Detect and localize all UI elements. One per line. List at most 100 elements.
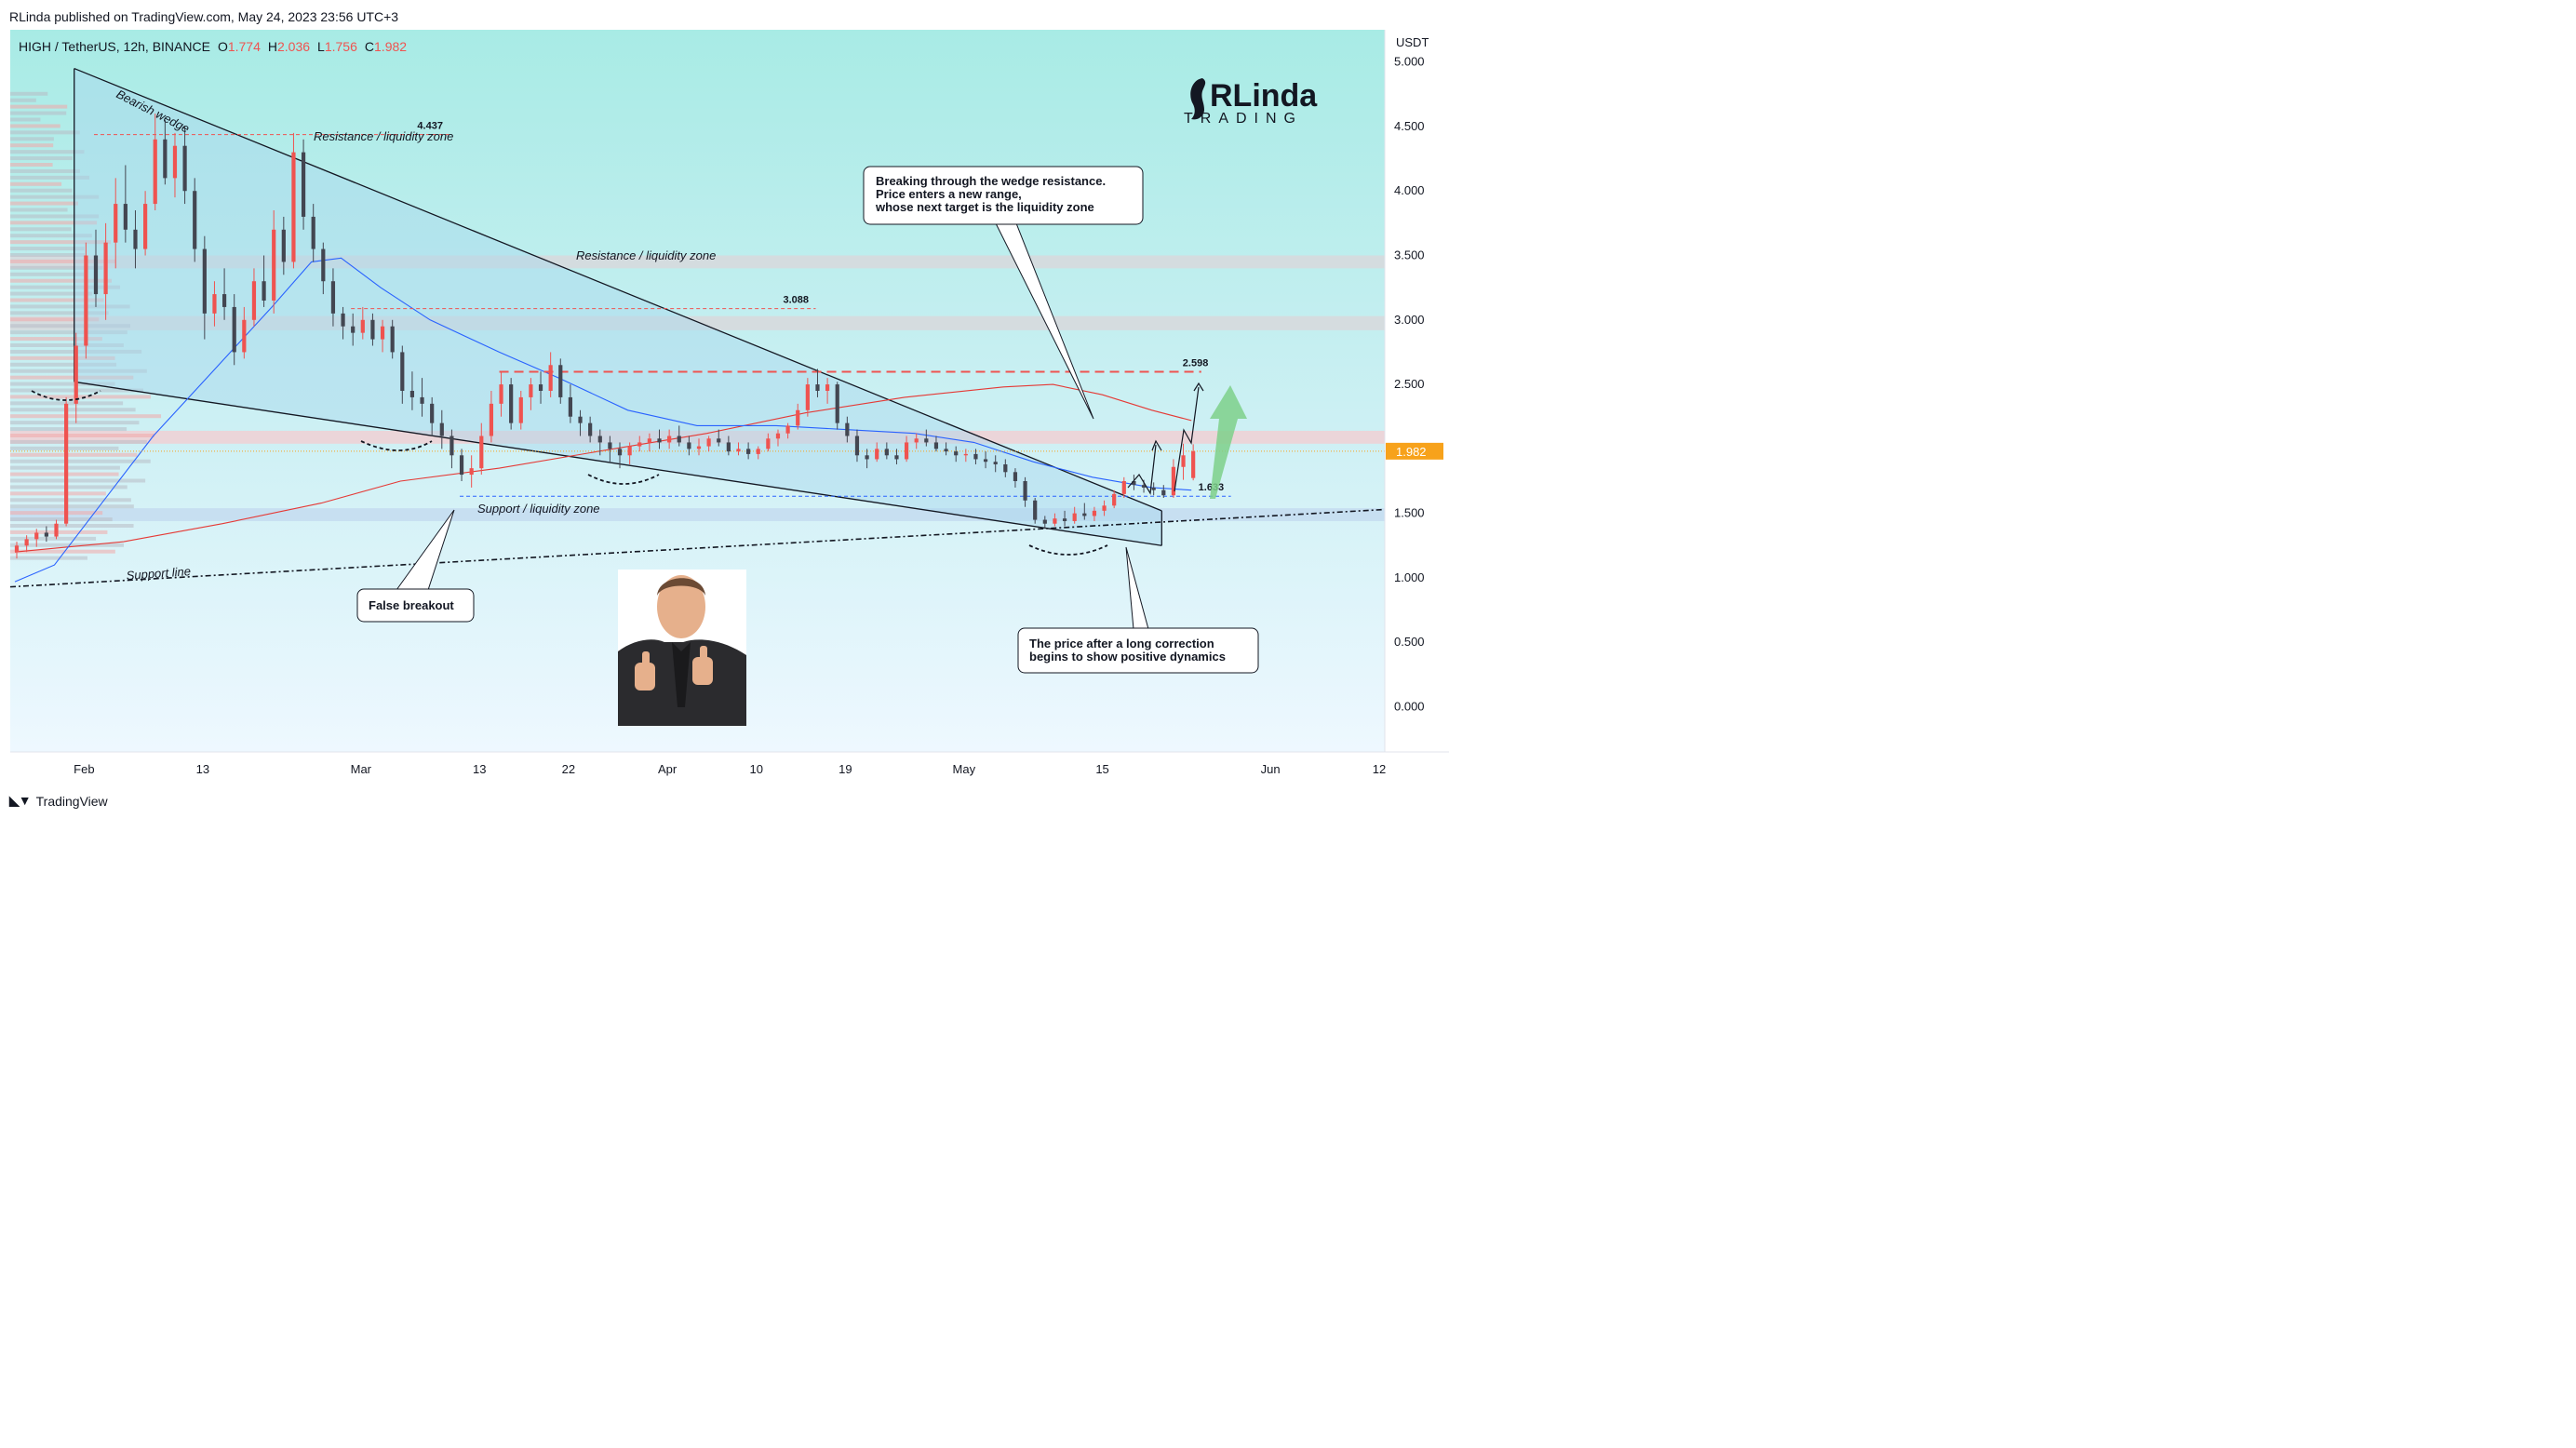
candle-body: [706, 438, 711, 447]
candle-body: [1033, 500, 1038, 520]
resistance-label-1: Resistance / liquidity zone: [314, 129, 453, 143]
volume-profile-bar: [10, 247, 85, 251]
volume-profile-bar: [10, 91, 48, 96]
candle-body: [1151, 487, 1156, 490]
volume-profile-bar: [10, 98, 36, 102]
candle-body: [221, 294, 227, 307]
candle-body: [894, 455, 899, 460]
candle-body: [262, 281, 266, 301]
volume-profile-bar: [10, 478, 146, 483]
volume-profile-bar: [10, 543, 125, 547]
dashed-arc: [1028, 544, 1108, 556]
candle-body: [944, 449, 948, 452]
volume-profile-bar: [10, 291, 93, 296]
volume-profile-bar: [10, 214, 100, 219]
price-scale-bg: [1386, 30, 1449, 752]
candle-body: [370, 319, 375, 340]
volume-profile-bar: [10, 536, 97, 541]
candle-body: [687, 442, 691, 449]
candle-body: [1112, 493, 1117, 506]
candle-body: [54, 523, 59, 537]
candle-body: [529, 384, 533, 397]
current-price-tag: [1386, 442, 1443, 460]
projection-arrowhead: [1193, 382, 1204, 392]
y-tick-label: 0.500: [1394, 635, 1425, 649]
candle-body: [281, 229, 286, 262]
x-tick-label: Mar: [351, 762, 372, 776]
volume-profile-bar: [10, 253, 86, 257]
candle-body: [766, 438, 771, 449]
candle-body: [1161, 489, 1166, 496]
candle-body: [232, 306, 236, 353]
candle-body: [182, 145, 187, 192]
candle-body: [341, 313, 345, 327]
candle-body: [815, 384, 820, 391]
y-tick-label: 3.000: [1394, 313, 1425, 327]
candle-body: [588, 422, 593, 436]
ohlc-high-key: H: [268, 39, 277, 54]
volume-profile-layer: [10, 91, 162, 560]
volume-profile-bar: [10, 511, 103, 516]
logo-silhouette-icon: [1190, 78, 1206, 120]
candle-body: [420, 396, 424, 404]
level-label: 2.598: [1183, 357, 1209, 369]
candle-body: [717, 438, 721, 443]
candle-body: [439, 422, 444, 436]
y-tick-label: 5.000: [1394, 55, 1425, 69]
ohlc-open-key: O: [218, 39, 228, 54]
ohlc-low: 1.756: [325, 39, 357, 54]
candle-body: [212, 294, 217, 314]
candle-body: [796, 409, 800, 426]
candle-body: [1053, 518, 1057, 524]
candle-body: [449, 436, 454, 456]
volume-profile-bar: [10, 439, 147, 444]
y-tick-label: 4.500: [1394, 119, 1425, 133]
volume-profile-bar: [10, 208, 68, 212]
x-tick-label: Apr: [658, 762, 678, 776]
candle-body: [430, 403, 435, 423]
candle-body: [1141, 485, 1147, 488]
candle-body: [193, 191, 197, 249]
positive-text-1: The price after a long correction: [1029, 637, 1214, 650]
volume-profile-bar: [10, 434, 154, 437]
candle-body: [875, 449, 879, 460]
volume-profile-bar: [10, 181, 62, 186]
ohlc-open: 1.774: [228, 39, 261, 54]
candle-body: [924, 438, 929, 443]
y-tick-label: 2.500: [1394, 377, 1425, 391]
ma-blue-line: [14, 257, 1192, 583]
logo-top: RLinda: [1210, 78, 1318, 114]
candle-body: [657, 438, 662, 443]
symbol-legend: HIGH / TetherUS, 12h, BINANCE O1.774 H2.03…: [19, 39, 407, 54]
volume-profile-bar: [10, 188, 73, 193]
wedge-layer: [9, 67, 1386, 588]
candle-body: [1072, 513, 1077, 521]
volume-profile-bar: [10, 530, 108, 534]
projection-path: [1174, 386, 1200, 492]
volume-profile-bar: [10, 285, 121, 289]
volume-profile-bar: [10, 298, 104, 302]
ma-red-line: [14, 383, 1192, 553]
volume-profile-bar: [10, 234, 92, 238]
bullish-arrow-icon: [1210, 385, 1247, 499]
candle-body: [499, 384, 503, 404]
publish-header: RLinda published on TradingView.com, May…: [9, 9, 398, 24]
candle-body: [775, 433, 781, 439]
ohlc-low-key: L: [317, 39, 325, 54]
candle-body: [133, 229, 138, 249]
candle-body: [865, 455, 869, 460]
volume-profile-bar: [10, 369, 147, 373]
volume-profile-bar: [10, 421, 140, 425]
candle-body: [785, 425, 790, 434]
ohlc-close: 1.982: [374, 39, 407, 54]
volume-profile-bar: [10, 168, 80, 173]
positive-text-2: begins to show positive dynamics: [1029, 650, 1226, 664]
volume-profile-bar: [10, 556, 87, 560]
candle-body: [74, 345, 78, 404]
false-breakout-text: False breakout: [369, 598, 454, 612]
zone-band: [10, 430, 1385, 444]
zone-band: [10, 255, 1385, 269]
candle-body: [400, 352, 405, 391]
candle-body: [390, 326, 395, 353]
candle-body: [677, 436, 681, 443]
